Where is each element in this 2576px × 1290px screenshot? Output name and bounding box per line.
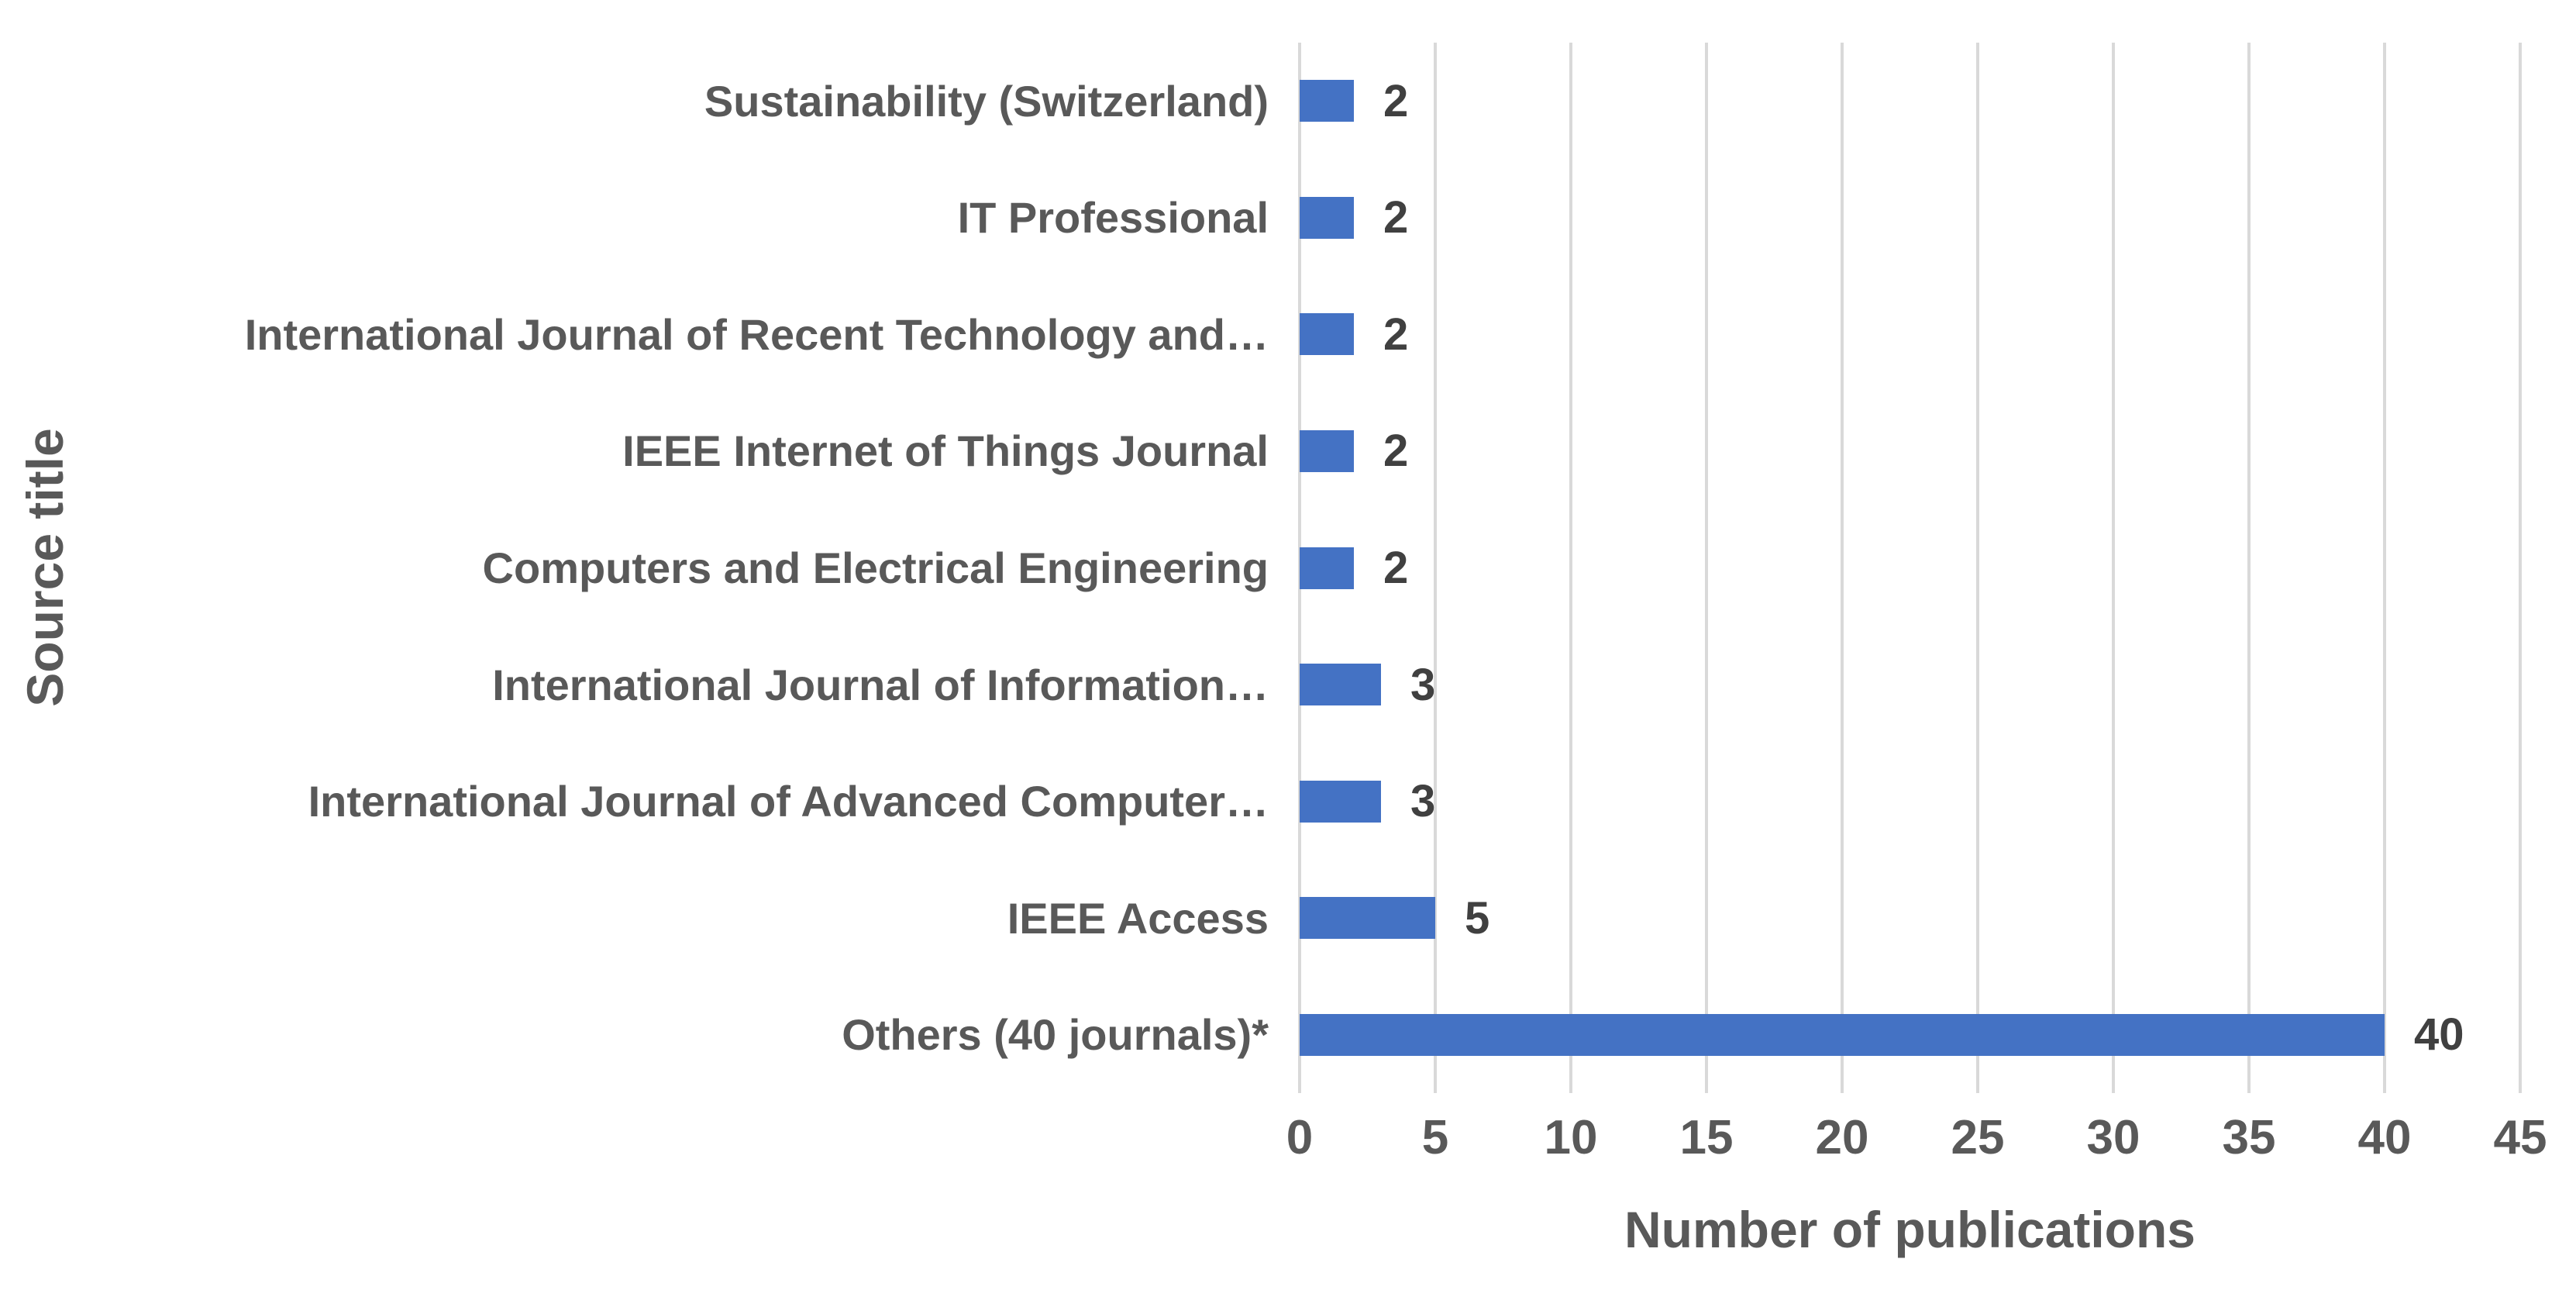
bar <box>1300 80 1354 122</box>
bar <box>1300 664 1381 706</box>
bar <box>1300 897 1435 940</box>
data-label: 5 <box>1465 892 1490 943</box>
bar <box>1300 196 1354 239</box>
value-axis: 0 5 10 15 20 25 30 35 40 45 <box>0 1110 2576 1180</box>
category-axis: Sustainability (Switzerland) IT Professio… <box>0 43 1269 1093</box>
category-label: Computers and Electrical Engineering <box>482 543 1269 592</box>
category-label: Sustainability (Switzerland) <box>704 76 1269 126</box>
gridline <box>2112 43 2115 1093</box>
x-tick-label: 35 <box>2222 1111 2276 1164</box>
x-tick-label: 30 <box>2086 1111 2140 1164</box>
x-tick-label: 45 <box>2493 1111 2547 1164</box>
x-tick-label: 0 <box>1286 1111 1314 1164</box>
bar <box>1300 429 1354 472</box>
category-label: International Journal of Advanced Comput… <box>308 777 1269 826</box>
data-label: 2 <box>1383 75 1409 126</box>
category-label: Others (40 journals)* <box>842 1010 1269 1060</box>
gridline <box>1569 43 1572 1093</box>
bar <box>1300 780 1381 823</box>
category-label: International Journal of Information… <box>492 660 1269 709</box>
gridline <box>1976 43 1979 1093</box>
x-tick-label: 40 <box>2357 1111 2412 1164</box>
x-tick-label: 25 <box>1951 1111 2005 1164</box>
data-label: 2 <box>1383 426 1409 477</box>
x-tick-label: 5 <box>1421 1111 1449 1164</box>
gridline <box>2247 43 2251 1093</box>
bar <box>1300 313 1354 356</box>
category-label: IEEE Internet of Things Journal <box>622 426 1269 476</box>
bar <box>1300 547 1354 589</box>
bar <box>1300 1013 2385 1056</box>
x-tick-label: 20 <box>1815 1111 1869 1164</box>
gridline <box>1434 43 1437 1093</box>
category-label: IEEE Access <box>1007 893 1269 943</box>
data-label: 2 <box>1383 192 1409 243</box>
category-label: International Journal of Recent Technolo… <box>244 309 1269 359</box>
data-label: 2 <box>1383 542 1409 593</box>
category-label: IT Professional <box>957 193 1269 243</box>
x-tick-label: 10 <box>1544 1111 1598 1164</box>
data-label: 3 <box>1410 776 1436 827</box>
gridline <box>1841 43 1844 1093</box>
gridline <box>2519 43 2522 1093</box>
plot-area: 2 2 2 2 2 3 3 5 40 <box>1298 43 2523 1093</box>
gridline <box>1705 43 1708 1093</box>
x-axis-title: Number of publications <box>1624 1201 2196 1258</box>
data-label: 2 <box>1383 309 1409 360</box>
x-tick-label: 15 <box>1679 1111 1734 1164</box>
data-label: 3 <box>1410 659 1436 710</box>
gridline <box>2383 43 2386 1093</box>
data-label: 40 <box>2414 1009 2464 1061</box>
